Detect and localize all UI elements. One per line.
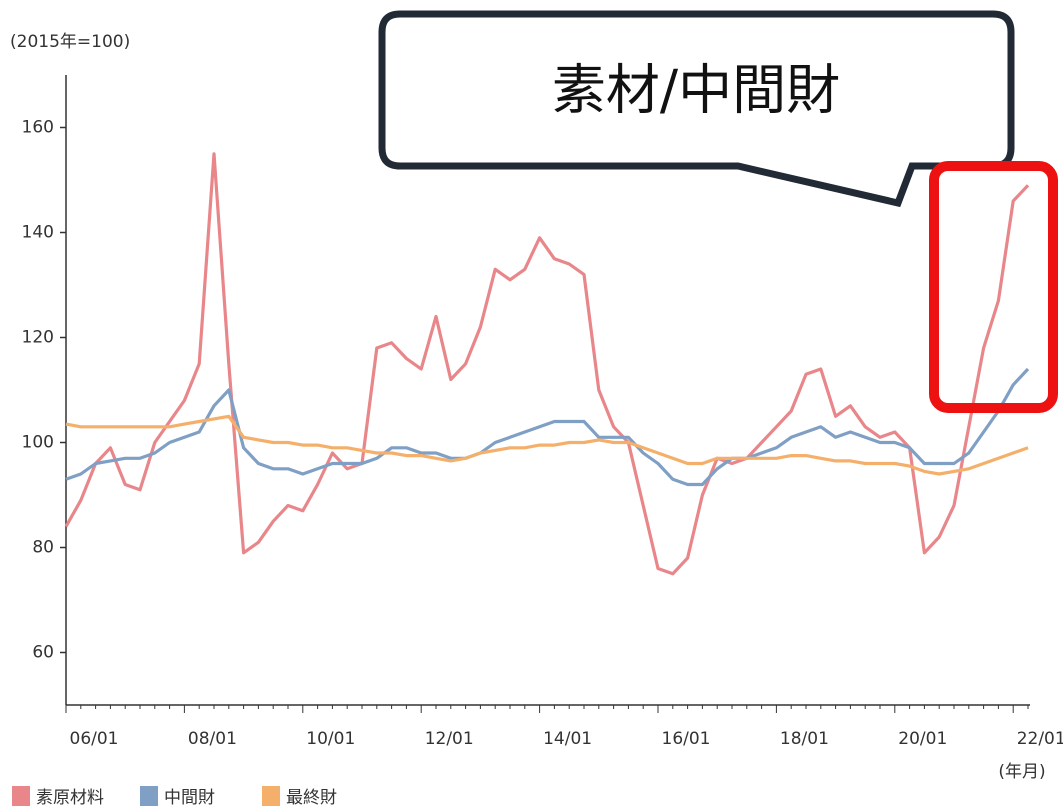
callout-text: 素材/中間財 [552, 59, 840, 122]
x-tick-label: 18/01 [780, 729, 829, 749]
y-unit-label: (2015年=100) [10, 32, 130, 52]
series-line [65, 367, 1030, 487]
x-tick-label: 14/01 [543, 729, 592, 749]
highlight-box [929, 161, 1058, 413]
legend-swatch [262, 786, 280, 806]
legend-label: 最終財 [286, 788, 337, 808]
x-tick-label: 12/01 [425, 729, 474, 749]
legend-label: 中間財 [164, 788, 215, 808]
callout-box [378, 10, 1015, 208]
y-tick-label: 160 [22, 118, 54, 138]
x-tick-label: 22/01 [1017, 729, 1063, 749]
x-tick-label: 06/01 [70, 729, 119, 749]
x-tick-label: 16/01 [662, 729, 711, 749]
legend-label: 素原材料 [36, 788, 104, 808]
y-tick-label: 120 [22, 328, 54, 348]
y-tick-label: 60 [32, 643, 54, 663]
y-tick-label: 140 [22, 223, 54, 243]
x-unit-label: (年月) [998, 762, 1045, 782]
x-tick-label: 20/01 [898, 729, 947, 749]
legend-swatch [12, 786, 30, 806]
y-tick-label: 100 [22, 433, 54, 453]
legend-swatch [140, 786, 158, 806]
y-tick-label: 80 [32, 538, 54, 558]
series-line [64, 152, 1030, 576]
series-line [65, 414, 1029, 476]
x-tick-label: 08/01 [188, 729, 237, 749]
x-tick-label: 10/01 [306, 729, 355, 749]
